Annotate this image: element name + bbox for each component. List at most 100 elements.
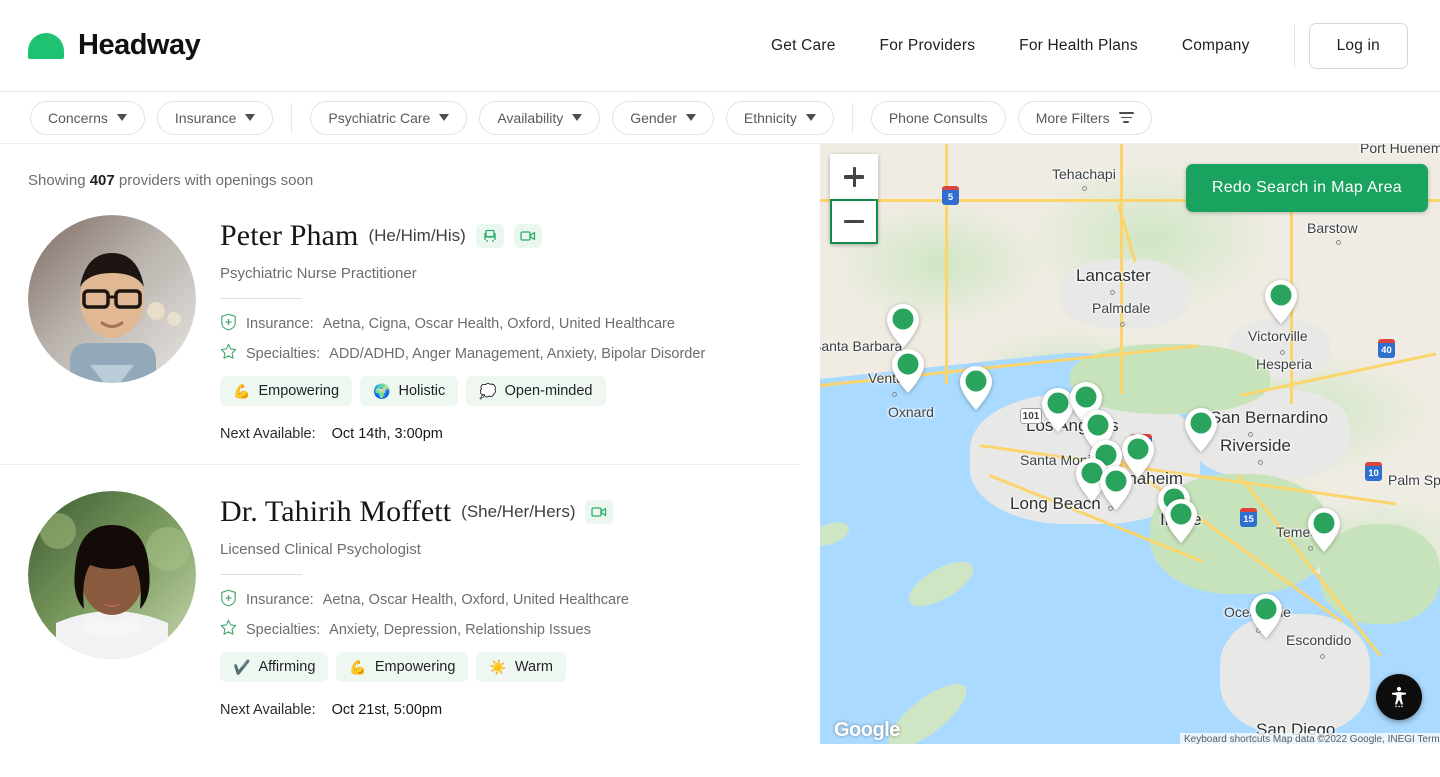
provider-card[interactable]: Dr. Tahirih Moffett (She/Her/Hers) Licen… [0,464,800,740]
next-available-row: Next Available: Oct 14th, 3:00pm [220,426,772,442]
redo-search-button[interactable]: Redo Search in Map Area [1185,164,1428,212]
chevron-down-icon [245,114,256,121]
video-visit-icon [585,500,614,524]
provider-insurance-row: Insurance: Aetna, Oscar Health, Oxford, … [220,589,772,611]
provider-card[interactable]: Peter Pham (He/Him/His) [0,189,800,464]
map-road [820,199,1440,202]
main-nav: Get Care For Providers For Health Plans … [749,22,1440,69]
provider-map[interactable]: Tehachapi Barstow Lancaster Palmdale Vic… [820,144,1440,744]
login-button[interactable]: Log in [1308,22,1408,69]
filter-phone-consults[interactable]: Phone Consults [870,100,1006,135]
zoom-in-button[interactable] [830,154,878,199]
city-dot [1082,186,1087,191]
map-label: Anaheim [1116,469,1184,488]
city-dot [892,392,897,397]
brand-name: Headway [78,29,201,61]
chevron-down-icon [685,114,696,121]
nav-item-for-providers[interactable]: For Providers [879,36,976,54]
filter-more-filters[interactable]: More Filters [1017,100,1152,135]
map-label: Santa Barbara [820,338,903,354]
specialties-label: Specialties: [246,345,321,362]
provider-pin[interactable] [1076,458,1108,502]
specialties-star-icon [220,343,237,364]
provider-name[interactable]: Peter Pham [220,219,359,252]
brand-logo[interactable]: Headway [28,29,201,62]
provider-pin[interactable] [887,304,919,348]
insurance-label: Insurance: [246,592,314,608]
insurance-value: Aetna, Cigna, Oscar Health, Oxford, Unit… [322,316,675,332]
filter-gender[interactable]: Gender [612,100,714,135]
map-label: Victorville [1248,328,1308,344]
provider-pin[interactable] [1265,280,1297,324]
map-attribution: Keyboard shortcuts Map data ©2022 Google… [1180,733,1440,744]
specialties-label: Specialties: [246,621,321,638]
zoom-out-button[interactable] [830,199,878,244]
provider-pin[interactable] [1100,466,1132,510]
nav-item-company[interactable]: Company [1181,36,1250,54]
avatar [28,215,196,383]
tag-chip: ✔️ Affirming [220,652,329,682]
provider-details: Peter Pham (He/Him/His) [220,215,772,442]
sliders-filter-icon [1118,112,1134,123]
map-urban-area [1220,614,1370,734]
filter-gender-label: Gender [630,109,677,126]
filter-ethnicity[interactable]: Ethnicity [725,100,834,135]
filter-concerns[interactable]: Concerns [30,100,145,135]
map-label: Riverside [1220,436,1291,455]
insurance-shield-icon [220,313,237,335]
filter-group-divider [291,102,293,133]
city-dot [1258,460,1263,465]
provider-pin[interactable] [1122,434,1154,478]
provider-pin[interactable] [1042,388,1074,432]
provider-pin[interactable] [892,349,924,393]
provider-pin[interactable] [960,366,992,410]
accessibility-icon [1392,686,1406,708]
filter-phone-consults-label: Phone Consults [888,109,988,126]
filter-insurance[interactable]: Insurance [156,100,274,135]
filter-concerns-label: Concerns [48,109,108,126]
in-person-chair-icon [475,224,504,248]
filter-ethnicity-label: Ethnicity [743,109,797,126]
highway-shield: 40 [1378,339,1395,358]
highway-shield: 5 [942,186,959,205]
filter-availability[interactable]: Availability [479,100,601,135]
nav-item-get-care[interactable]: Get Care [771,36,836,54]
divider [220,574,302,575]
map-label: Escondido [1286,632,1352,648]
city-dot [1108,506,1113,511]
provider-role: Licensed Clinical Psychologist [220,541,421,558]
filter-psychiatric-care[interactable]: Psychiatric Care [310,100,468,135]
provider-specialties-row: Specialties: ADD/ADHD, Anger Management,… [220,343,772,364]
next-available-value[interactable]: Oct 14th, 3:00pm [331,426,443,442]
map-urban-area [1060,259,1190,329]
provider-pin[interactable] [1250,594,1282,638]
chevron-down-icon [116,114,127,121]
tag-chip: 💪 Empowering [336,652,469,682]
provider-pin[interactable] [1185,408,1217,452]
highway-shield: 10 [1365,462,1382,481]
city-dot [1320,654,1325,659]
specialties-star-icon [220,619,237,640]
map-label: Hesperia [1256,356,1313,372]
filter-insurance-label: Insurance [174,109,237,126]
insurance-label: Insurance: [246,316,314,332]
provider-count: 407 [89,172,115,189]
insurance-shield-icon [220,589,237,611]
tag-chip: 🌍 Holistic [360,376,459,406]
provider-name[interactable]: Dr. Tahirih Moffett [220,495,452,528]
provider-tags: 💪 Empowering 🌍 Holistic 💭 Open-minded [220,376,772,406]
video-visit-icon [513,224,542,248]
provider-pin[interactable] [1308,508,1340,552]
nav-item-for-health-plans[interactable]: For Health Plans [1019,36,1138,54]
showing-prefix: Showing [28,172,86,189]
accessibility-button[interactable] [1376,674,1422,720]
plus-icon [844,166,864,187]
map-label: Palm Springs [1388,472,1440,488]
map-label: Port Hueneme [1360,144,1440,156]
city-dot [1110,290,1115,295]
results-panel[interactable]: Showing 407 providers with openings soon [0,144,800,777]
tag-label: Open-minded [504,383,593,399]
next-available-value[interactable]: Oct 21st, 5:00pm [331,702,443,718]
provider-pin[interactable] [1165,499,1197,543]
insurance-value: Aetna, Oscar Health, Oxford, United Heal… [322,592,629,608]
